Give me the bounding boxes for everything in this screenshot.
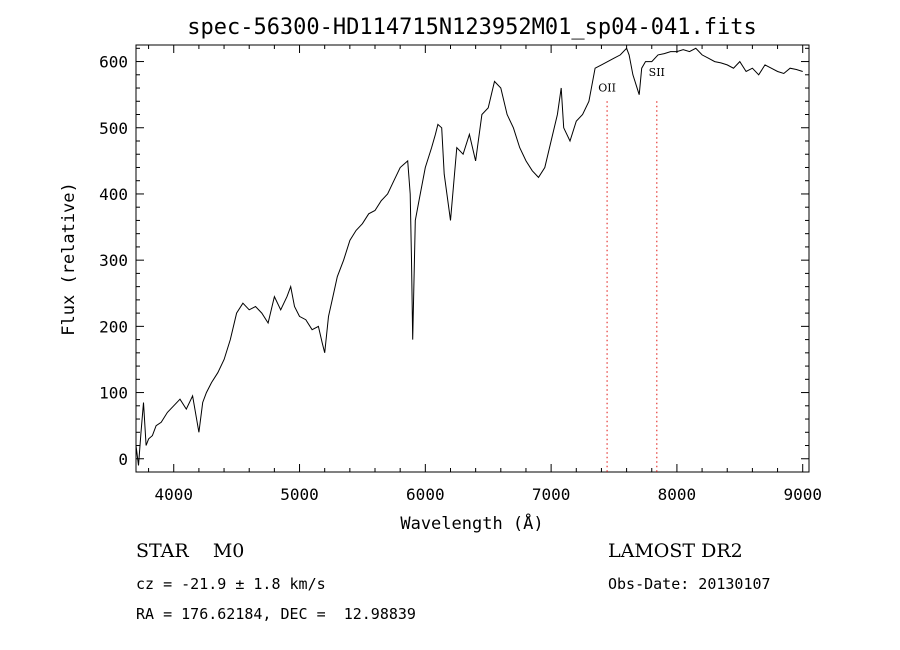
x-tick-label: 4000 <box>154 485 193 504</box>
x-tick-label: 7000 <box>532 485 571 504</box>
object-class: STAR M0 <box>136 540 245 562</box>
y-tick-label: 300 <box>99 251 128 270</box>
observation-date: Obs-Date: 20130107 <box>608 575 771 593</box>
x-axis-label: Wavelength (Å) <box>400 512 543 534</box>
y-tick-label: 200 <box>99 317 128 336</box>
annotation-label: OII <box>598 81 616 94</box>
x-tick-label: 8000 <box>658 485 697 504</box>
plot-frame <box>135 44 810 473</box>
annotation-label: SII <box>649 66 665 79</box>
chart-title: spec-56300-HD114715N123952M01_sp04-041.f… <box>187 15 757 40</box>
y-tick-label: 400 <box>99 185 128 204</box>
y-tick-label: 500 <box>99 119 128 138</box>
x-tick-label: 9000 <box>783 485 822 504</box>
y-tick-label: 600 <box>99 53 128 72</box>
x-axis: 4000 5000 6000 7000 8000 9000 <box>148 45 822 504</box>
spectrum-line <box>135 47 803 466</box>
y-tick-label: 100 <box>99 384 128 403</box>
y-axis-label: Flux (relative) <box>59 182 79 336</box>
y-axis: 0 100 200 300 400 500 600 <box>99 47 809 469</box>
y-tick-label: 0 <box>118 450 128 469</box>
redshift-velocity: cz = -21.9 ± 1.8 km/s <box>136 575 326 593</box>
x-tick-label: 6000 <box>406 485 445 504</box>
survey-name: LAMOST DR2 <box>608 540 743 562</box>
coordinates: RA = 176.62184, DEC = 12.98839 <box>136 605 416 623</box>
line-annotations: OII SII <box>598 66 665 472</box>
x-tick-label: 5000 <box>280 485 319 504</box>
